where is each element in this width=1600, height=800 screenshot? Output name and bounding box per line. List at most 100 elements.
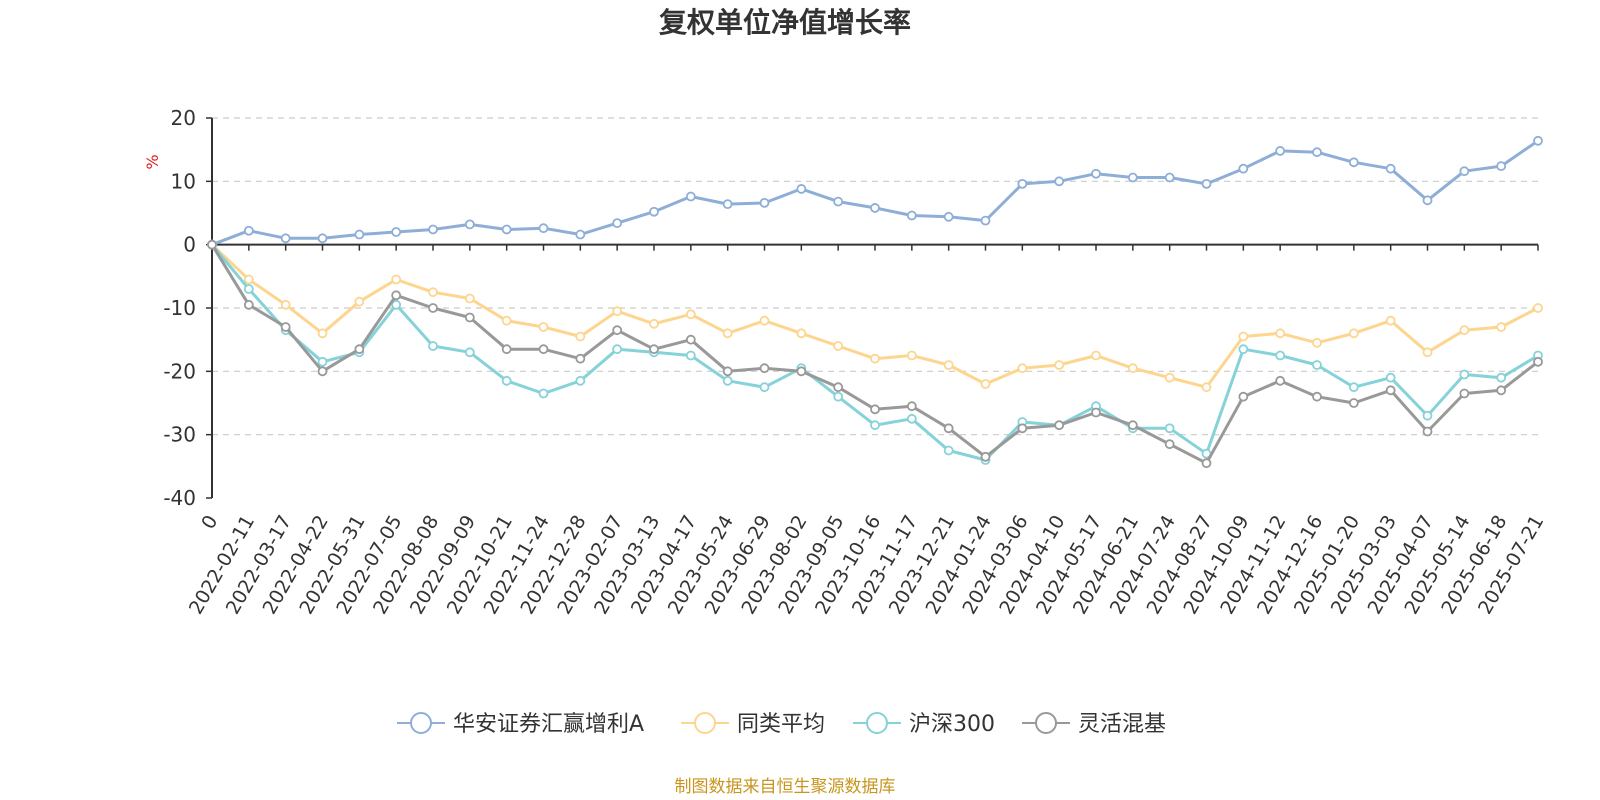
x-axis-ticks: 02022-02-112022-03-172022-04-222022-05-3…: [185, 244, 1548, 618]
y-tick-label: -40: [163, 486, 196, 510]
data-point: [612, 344, 623, 355]
y-tick-label: 0: [183, 233, 196, 257]
data-point: [575, 353, 586, 364]
data-point: [796, 184, 807, 194]
legend-item[interactable]: 同类平均: [681, 712, 825, 737]
data-point: [1496, 385, 1507, 396]
data-point: [1238, 163, 1249, 174]
data-point: [428, 303, 438, 313]
data-point: [243, 274, 254, 285]
data-point: [1348, 382, 1359, 393]
series-line: [210, 243, 1540, 389]
data-point: [1127, 363, 1138, 374]
data-point: [943, 423, 954, 434]
data-point: [722, 328, 733, 339]
legend-label: 沪深300: [909, 712, 995, 737]
data-point: [1312, 360, 1322, 370]
data-point: [1533, 135, 1543, 146]
legend-marker-icon: [1035, 712, 1057, 734]
data-point: [1385, 163, 1396, 174]
data-point: [1312, 337, 1322, 348]
data-point: [943, 360, 954, 370]
data-point: [243, 284, 254, 294]
data-point: [1459, 325, 1470, 336]
data-point: [1127, 420, 1138, 431]
legend-item[interactable]: 华安证券汇赢增利A: [397, 712, 644, 737]
data-point: [980, 215, 991, 226]
data-point: [1459, 388, 1470, 399]
data-point: [1312, 391, 1322, 402]
data-point: [759, 197, 770, 208]
data-point: [906, 401, 917, 412]
y-tick-label: -10: [163, 296, 196, 320]
data-point: [317, 356, 328, 367]
data-point: [464, 347, 475, 358]
legend-label: 灵活混基: [1078, 712, 1166, 737]
data-point: [1385, 372, 1396, 383]
data-point: [575, 331, 586, 342]
y-tick-label: -30: [163, 423, 196, 447]
data-point: [1348, 398, 1359, 408]
data-point: [280, 322, 291, 332]
data-point: [1459, 166, 1470, 177]
data-point: [207, 239, 217, 250]
data-point: [722, 375, 733, 386]
y-tick-label: 10: [171, 169, 196, 193]
data-point: [1422, 410, 1433, 421]
data-point: [1459, 369, 1470, 380]
data-point: [906, 413, 917, 424]
data-point: [1496, 161, 1507, 172]
data-point: [317, 366, 328, 377]
y-tick-label: -20: [163, 359, 196, 383]
data-point: [501, 315, 512, 326]
data-point: [685, 350, 696, 361]
data-point: [833, 341, 844, 351]
data-point: [354, 229, 365, 240]
data-point: [464, 312, 475, 323]
data-point: [1238, 344, 1249, 355]
data-point: [1164, 372, 1175, 383]
data-point: [685, 334, 696, 345]
data-point: [1348, 328, 1359, 339]
legend-marker-icon: [410, 712, 432, 734]
data-point: [538, 344, 549, 355]
data-point: [243, 299, 254, 310]
data-point: [1275, 328, 1286, 339]
data-point: [354, 296, 365, 307]
data-point: [317, 233, 328, 244]
data-point: [1496, 372, 1507, 383]
data-point: [906, 210, 917, 221]
data-point: [612, 325, 623, 336]
data-point: [280, 233, 291, 244]
data-point: [1496, 322, 1507, 332]
data-point: [906, 350, 917, 361]
data-point: [575, 375, 586, 386]
legend[interactable]: 华安证券汇赢增利A 同类平均 沪深300 灵活混基: [397, 712, 1166, 737]
data-point: [980, 379, 991, 389]
data-point: [391, 227, 402, 237]
series-1: [207, 239, 1543, 393]
series-lines: [207, 135, 1543, 469]
data-point: [1385, 385, 1396, 396]
chart-title: 复权单位净值增长率: [659, 6, 911, 39]
data-point: [1422, 195, 1433, 206]
data-point: [612, 306, 623, 317]
data-point: [243, 225, 254, 236]
series-0: [207, 135, 1543, 250]
legend-marker-icon: [694, 712, 716, 734]
legend-item[interactable]: 沪深300: [853, 712, 995, 737]
legend-item[interactable]: 灵活混基: [1022, 712, 1166, 737]
data-point: [722, 366, 733, 377]
data-point: [428, 341, 438, 351]
data-point: [1054, 360, 1065, 370]
data-point: [649, 318, 659, 329]
data-point: [428, 224, 438, 235]
data-point: [1054, 176, 1065, 187]
data-point: [1164, 172, 1175, 183]
data-point: [538, 322, 549, 332]
data-point: [1164, 423, 1175, 434]
data-point: [1201, 458, 1212, 469]
data-point: [1127, 172, 1138, 183]
data-point: [1017, 363, 1028, 374]
data-point: [354, 344, 365, 355]
